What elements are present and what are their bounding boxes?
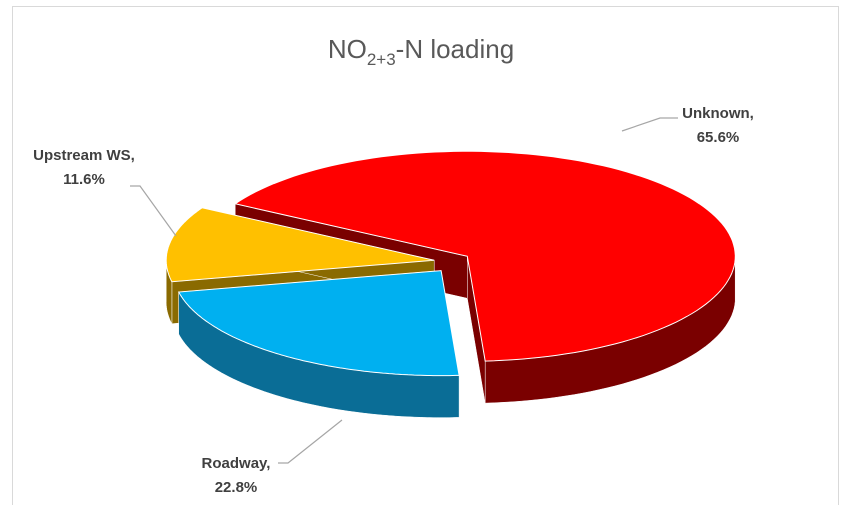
data-label-value: 65.6% bbox=[697, 129, 740, 146]
data-label-value: 11.6% bbox=[63, 171, 105, 188]
leader-line bbox=[278, 419, 343, 464]
data-label-category: Roadway, bbox=[202, 455, 271, 472]
leader-line bbox=[621, 117, 678, 132]
title-main: NO bbox=[328, 34, 367, 64]
labels: Unknown, 65.6% Roadway, 22.8% Upstream WS, 11… bbox=[33, 105, 754, 496]
leader-line bbox=[130, 185, 177, 237]
data-label-category: Unknown, bbox=[682, 105, 754, 122]
slice-top bbox=[233, 150, 736, 362]
chart-title: NO2+3-N loading bbox=[328, 34, 514, 69]
slice bbox=[177, 270, 460, 418]
title-subscript: 2+3 bbox=[367, 50, 396, 69]
title-rest: -N loading bbox=[396, 34, 515, 64]
pie bbox=[165, 150, 736, 418]
data-label-value: 22.8% bbox=[215, 479, 258, 496]
data-label-category: Upstream WS, bbox=[33, 147, 135, 164]
slice-top bbox=[177, 270, 460, 377]
slice-top bbox=[165, 207, 435, 283]
